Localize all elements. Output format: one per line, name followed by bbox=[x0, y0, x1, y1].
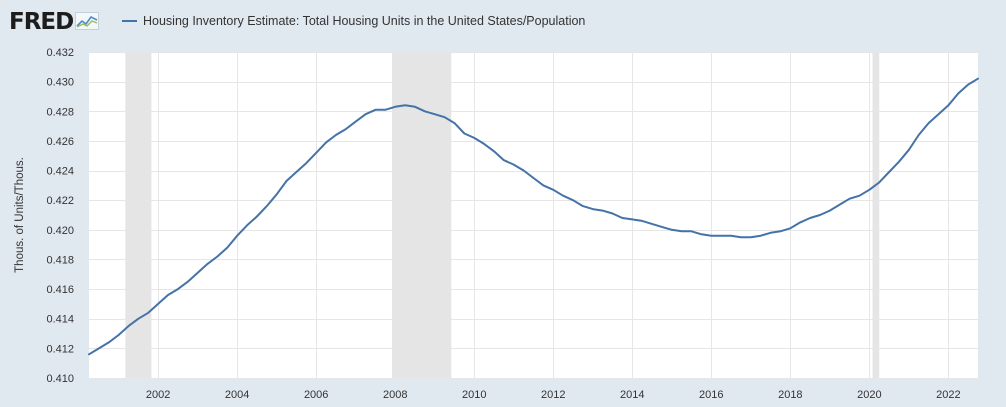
y-axis-ticks: 0.410 0.412 0.414 0.416 0.418 0.420 0.422 0.424… bbox=[46, 47, 74, 385]
fred-logo-text: FRED bbox=[9, 9, 74, 35]
y-tick-label: 0.418 bbox=[46, 254, 74, 266]
chart-header: FRED Housing Inventory Estimate: Total H… bbox=[0, 0, 1006, 46]
x-tick-label: 2012 bbox=[541, 389, 565, 401]
fred-logo[interactable]: FRED bbox=[9, 9, 100, 35]
x-tick-label: 2022 bbox=[936, 389, 960, 401]
x-tick-label: 2014 bbox=[620, 389, 644, 401]
y-tick-label: 0.420 bbox=[46, 225, 74, 237]
x-tick-label: 2010 bbox=[462, 389, 486, 401]
y-tick-label: 0.414 bbox=[46, 314, 74, 326]
y-tick-label: 0.410 bbox=[46, 373, 74, 385]
x-tick-label: 2006 bbox=[304, 389, 328, 401]
recession-band-2 bbox=[872, 52, 880, 378]
x-tick-label: 2002 bbox=[146, 389, 170, 401]
y-tick-label: 0.424 bbox=[46, 166, 74, 178]
x-tick-label: 2004 bbox=[225, 389, 249, 401]
line-chart-icon bbox=[75, 11, 100, 35]
recession-band-0 bbox=[125, 52, 152, 378]
plot-background bbox=[89, 52, 978, 378]
y-tick-label: 0.416 bbox=[46, 284, 74, 296]
x-axis-ticks: 2002 2004 2006 2008 2010 2012 2014 2016 2018 2020… bbox=[146, 389, 961, 401]
legend-label: Housing Inventory Estimate: Total Housin… bbox=[143, 14, 586, 28]
x-tick-label: 2018 bbox=[778, 389, 802, 401]
legend-swatch bbox=[122, 20, 137, 22]
y-tick-label: 0.412 bbox=[46, 343, 74, 355]
y-tick-label: 0.432 bbox=[46, 47, 74, 59]
chart-legend[interactable]: Housing Inventory Estimate: Total Housin… bbox=[122, 14, 585, 28]
x-tick-label: 2008 bbox=[383, 389, 407, 401]
x-tick-label: 2016 bbox=[699, 389, 723, 401]
recession-band-1 bbox=[392, 52, 452, 378]
y-tick-label: 0.426 bbox=[46, 136, 74, 148]
y-tick-label: 0.430 bbox=[46, 77, 74, 89]
x-tick-label: 2020 bbox=[857, 389, 881, 401]
series-line-0[interactable] bbox=[88, 77, 979, 356]
grid-lines bbox=[89, 52, 978, 379]
y-tick-label: 0.422 bbox=[46, 195, 74, 207]
y-tick-label: 0.428 bbox=[46, 106, 74, 118]
series-layer bbox=[88, 77, 979, 356]
